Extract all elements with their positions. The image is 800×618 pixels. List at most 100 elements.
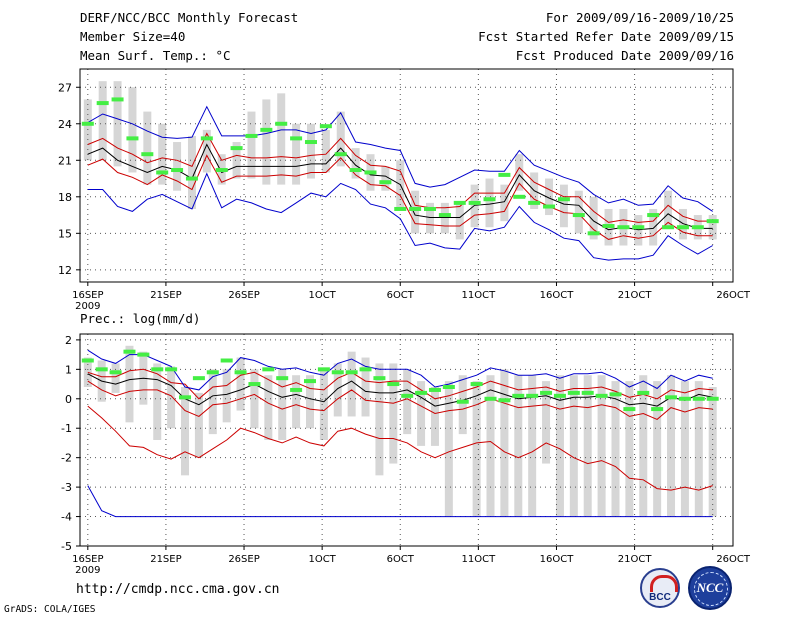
- temperature-median-mark: [200, 136, 213, 141]
- precipitation-median-mark: [387, 382, 400, 387]
- precipitation-median-mark: [470, 382, 483, 387]
- temperature-spread-box: [306, 123, 315, 179]
- temperature-ytick-label: 27: [58, 81, 72, 94]
- precipitation-xtick-label: 6OCT: [387, 554, 415, 565]
- precipitation-series-lower-outer: [87, 485, 713, 518]
- temperature-median-mark: [602, 224, 615, 229]
- precipitation-median-mark: [692, 396, 705, 401]
- precipitation-spread-box: [292, 375, 301, 429]
- temperature-xtick-label: 16OCT: [540, 290, 575, 301]
- temperature-median-mark: [632, 225, 645, 230]
- temperature-xtick-label: 6OCT: [387, 290, 415, 301]
- precipitation-series-upper-outer: [87, 349, 713, 391]
- precipitation-median-mark: [192, 376, 205, 381]
- precipitation-ytick-label: -2: [61, 452, 72, 465]
- precipitation-spread-box: [569, 375, 578, 517]
- temperature-spread-box: [589, 196, 598, 240]
- temperature-median-mark: [141, 152, 154, 157]
- temperature-median-mark: [364, 170, 377, 175]
- precipitation-spread-box: [625, 381, 634, 517]
- precipitation-ytick-label: -5: [61, 540, 72, 553]
- precipitation-spread-box: [319, 369, 328, 440]
- temperature-median-mark: [96, 101, 109, 106]
- precipitation-spread-box: [639, 375, 648, 517]
- temperature-median-mark: [379, 180, 392, 185]
- temperature-spread-box: [649, 208, 658, 246]
- temperature-spread-box: [664, 190, 673, 228]
- precipitation-median-mark: [248, 382, 261, 387]
- temperature-ytick-label: 24: [58, 118, 72, 131]
- precipitation-median-mark: [553, 393, 566, 398]
- precipitation-xtick-label: 21OCT: [618, 554, 653, 565]
- temperature-median-mark: [126, 136, 139, 141]
- temperature-spread-box: [634, 215, 643, 246]
- precipitation-spread-box: [194, 392, 203, 458]
- temperature-series-upper-inner: [87, 132, 713, 223]
- precipitation-median-mark: [345, 370, 358, 375]
- precipitation-series-lower-inner: [87, 380, 713, 420]
- fcst-started-label: Fcst Started Refer Date 2009/09/15: [478, 29, 734, 44]
- precipitation-spread-box: [125, 345, 134, 423]
- precipitation-spread-box: [111, 363, 120, 393]
- temperature-spread-box: [202, 129, 211, 173]
- temperature-median-mark: [334, 152, 347, 157]
- figure-title: DERF/NCC/BCC Monthly Forecast: [80, 10, 299, 25]
- temperature-spread-box: [277, 93, 286, 185]
- precipitation-spread-box: [500, 369, 509, 517]
- precipitation-median-mark: [276, 376, 289, 381]
- temperature-median-mark: [290, 136, 303, 141]
- precipitation-ytick-label: -4: [61, 511, 72, 524]
- precipitation-median-mark: [637, 390, 650, 395]
- temperature-median-mark: [215, 168, 228, 173]
- precipitation-spread-box: [444, 381, 453, 517]
- precipitation-spread-box: [708, 387, 717, 517]
- precipitation-median-mark: [540, 390, 553, 395]
- precipitation-median-mark: [526, 393, 539, 398]
- precipitation-spread-box: [458, 375, 467, 435]
- temperature-spread-box: [485, 178, 494, 228]
- precipitation-median-mark: [428, 387, 441, 392]
- temperature-median-mark: [557, 197, 570, 202]
- precipitation-median-mark: [623, 407, 636, 412]
- temperature-median-mark: [617, 225, 630, 230]
- precipitation-spread-box: [236, 357, 245, 411]
- temperature-spread-box: [292, 123, 301, 185]
- precipitation-median-mark: [137, 352, 150, 357]
- precipitation-spread-box: [555, 375, 564, 517]
- precipitation-spread-box: [597, 375, 606, 517]
- temperature-median-mark: [260, 127, 273, 132]
- precipitation-median-mark: [81, 358, 94, 363]
- precipitation-spread-box: [167, 366, 176, 429]
- temperature-median-mark: [156, 170, 169, 175]
- precipitation-median-mark: [317, 367, 330, 372]
- temperature-median-mark: [647, 213, 660, 218]
- precipitation-median-mark: [609, 392, 622, 397]
- temperature-spread-box: [678, 208, 687, 240]
- precipitation-xtick-label: 16SEP: [72, 554, 103, 565]
- precipitation-median-mark: [262, 367, 275, 372]
- temperature-median-mark: [468, 200, 481, 205]
- temperature-spread-box: [98, 81, 107, 161]
- precipitation-spread-box: [667, 375, 676, 517]
- precipitation-spread-box: [153, 363, 162, 440]
- precipitation-median-mark: [331, 370, 344, 375]
- temperature-xtick-label: 21OCT: [618, 290, 653, 301]
- precipitation-spread-box: [611, 381, 620, 517]
- temperature-spread-box: [559, 184, 568, 228]
- source-url-link[interactable]: http://cmdp.ncc.cma.gov.cn: [76, 582, 280, 597]
- precipitation-series-mean: [87, 373, 713, 407]
- precipitation-ytick-label: -1: [61, 422, 72, 435]
- precipitation-spread-box: [417, 381, 426, 446]
- precipitation-xtick-sublabel: 2009: [75, 565, 100, 576]
- precipitation-spread-box: [528, 375, 537, 517]
- temperature-xtick-label: 1OCT: [308, 290, 336, 301]
- temperature-spread-box: [128, 87, 137, 173]
- temperature-spread-box: [411, 190, 420, 234]
- precipitation-spread-box: [403, 369, 412, 435]
- precipitation-spread-box: [653, 381, 662, 517]
- temperature-spread-box: [381, 166, 390, 191]
- precipitation-median-mark: [442, 385, 455, 389]
- bcc-logo: BCC: [640, 568, 680, 608]
- precipitation-spread-box: [333, 363, 342, 417]
